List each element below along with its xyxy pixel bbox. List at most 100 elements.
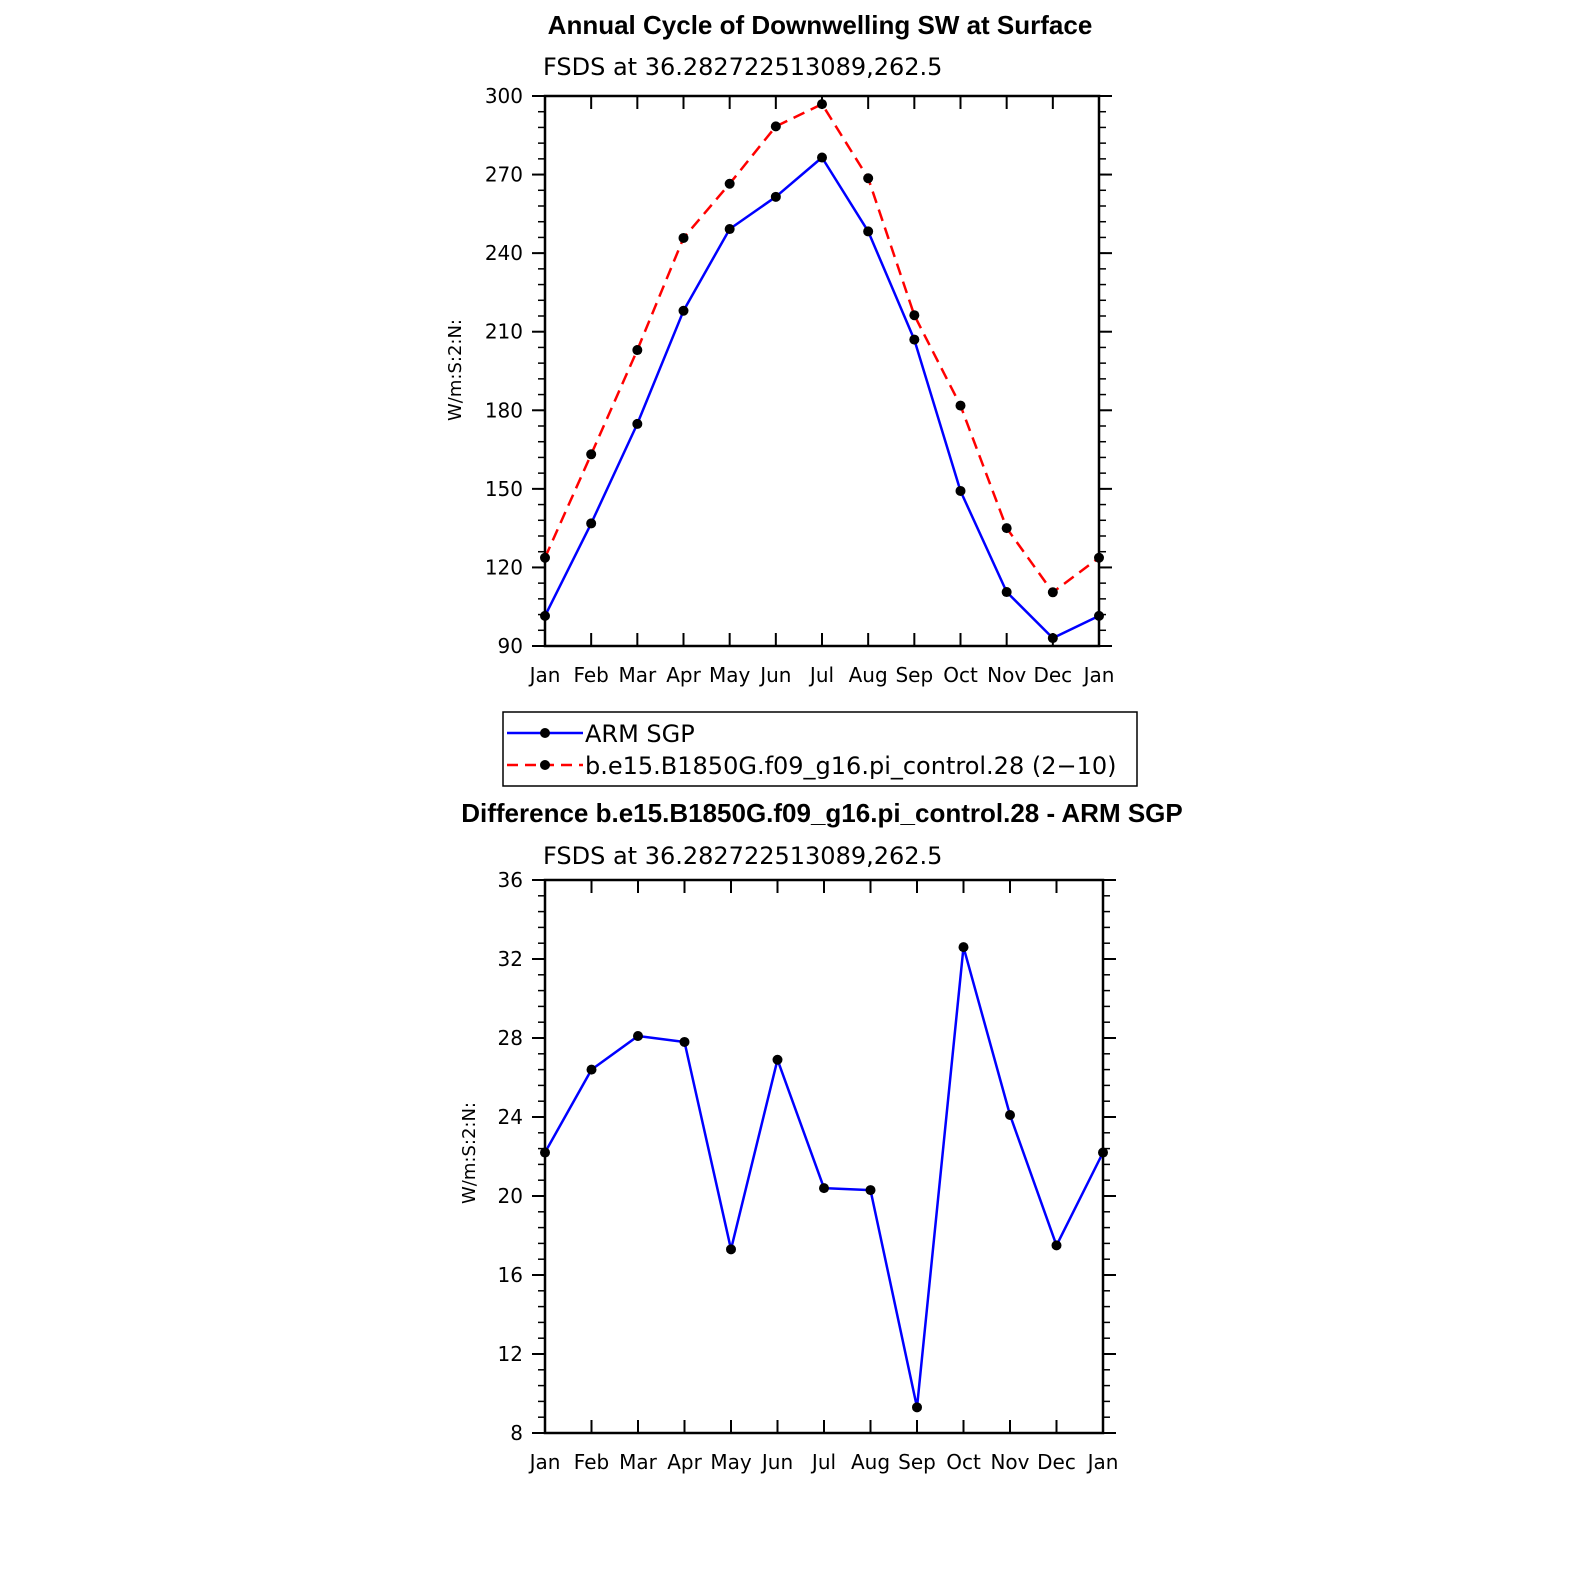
- data-point: [772, 1054, 783, 1065]
- y-tick-label: 90: [498, 634, 523, 658]
- x-tick-label: Dec: [1033, 663, 1072, 687]
- data-point: [586, 449, 597, 460]
- data-point: [912, 1402, 922, 1413]
- y-tick-label: 150: [485, 477, 523, 501]
- data-point: [1005, 1110, 1015, 1121]
- data-point: [678, 305, 689, 316]
- data-point: [819, 1183, 829, 1194]
- x-tick-label: Jan: [528, 1450, 561, 1474]
- x-tick-label: Jun: [760, 1450, 793, 1474]
- y-tick-label: 180: [485, 398, 523, 422]
- difference-panel: Difference b.e15.B1850G.f09_g16.pi_contr…: [459, 798, 1183, 1474]
- series-line-1: [543, 102, 1100, 594]
- data-point: [586, 1064, 597, 1075]
- x-tick-label: Jul: [808, 663, 834, 687]
- x-tick-label: Jan: [1086, 1450, 1119, 1474]
- y-tick-label: 20: [498, 1184, 523, 1208]
- legend-box: [502, 711, 1138, 787]
- x-tick-label: Jun: [758, 663, 791, 687]
- data-point: [726, 1244, 736, 1255]
- x-tick-label: Feb: [574, 1450, 609, 1474]
- data-point: [632, 418, 643, 429]
- x-tick-label: Mar: [618, 663, 657, 687]
- x-tick-label: Oct: [943, 663, 978, 687]
- data-point: [1098, 1147, 1108, 1158]
- x-tick-label: May: [709, 663, 751, 687]
- data-point: [1051, 1240, 1062, 1251]
- y-tick-label: 8: [510, 1421, 523, 1445]
- y-tick-label: 270: [485, 163, 523, 187]
- data-point: [540, 552, 550, 563]
- series-line-0: [543, 945, 1105, 1409]
- data-point: [540, 1147, 550, 1158]
- y-tick-label: 240: [485, 241, 523, 265]
- x-tick-label: Oct: [946, 1450, 981, 1474]
- data-point: [678, 232, 689, 243]
- data-point: [1001, 523, 1012, 534]
- data-point: [724, 178, 735, 189]
- x-tick-label: Sep: [898, 1450, 936, 1474]
- plot-frame: [543, 878, 1105, 1435]
- data-point: [1001, 587, 1012, 598]
- data-point: [1094, 552, 1104, 563]
- y-axis-label: W/m:S:2:N:: [445, 319, 466, 421]
- chart-subtitle: FSDS at 36.282722513089,262.5: [543, 842, 942, 870]
- legend-label-model: b.e15.B1850G.f09_g16.pi_control.28 (2−10…: [585, 752, 1117, 780]
- x-tick-label: Nov: [990, 1450, 1029, 1474]
- data-point: [1047, 633, 1058, 644]
- x-tick-label: Nov: [987, 663, 1026, 687]
- data-point: [865, 1185, 876, 1196]
- x-tick-label: Feb: [573, 663, 608, 687]
- annual-cycle-panel: Annual Cycle of Downwelling SW at Surfac…: [445, 10, 1114, 687]
- x-tick-label: Mar: [619, 1450, 658, 1474]
- y-tick-label: 24: [498, 1105, 523, 1129]
- legend: ARM SGP b.e15.B1850G.f09_g16.pi_control.…: [502, 711, 1138, 787]
- data-point: [724, 224, 735, 235]
- data-point: [909, 310, 920, 321]
- data-point: [1047, 587, 1058, 598]
- chart-subtitle: FSDS at 36.282722513089,262.5: [543, 53, 942, 81]
- series-line-0: [543, 156, 1100, 640]
- data-point: [632, 345, 643, 356]
- data-point: [770, 121, 781, 132]
- plot-frame: [543, 94, 1101, 648]
- x-tick-label: May: [710, 1450, 752, 1474]
- data-point: [817, 99, 827, 110]
- axes-group: Jan Feb Mar Apr May Jun Jul Aug Sep Oct Nov Dec Jan8…: [498, 868, 1119, 1474]
- data-point: [1094, 610, 1104, 621]
- x-tick-label: Jan: [528, 663, 561, 687]
- y-tick-label: 16: [498, 1263, 523, 1287]
- series-group: [540, 942, 1108, 1413]
- chart-title: Annual Cycle of Downwelling SW at Surfac…: [548, 10, 1093, 40]
- data-point: [958, 942, 969, 953]
- x-tick-label: Sep: [895, 663, 933, 687]
- y-axis-label: W/m:S:2:N:: [459, 1102, 480, 1204]
- data-point: [770, 191, 781, 202]
- y-tick-label: 120: [485, 555, 523, 579]
- data-point: [863, 173, 874, 184]
- y-tick-label: 12: [498, 1342, 523, 1366]
- legend-marker-model: [540, 760, 550, 770]
- series-group: [540, 99, 1104, 644]
- data-point: [586, 518, 597, 529]
- x-tick-label: Jul: [810, 1450, 836, 1474]
- data-point: [540, 610, 550, 621]
- x-tick-label: Apr: [667, 1450, 702, 1474]
- data-point: [909, 334, 920, 345]
- y-tick-label: 210: [485, 320, 523, 344]
- x-tick-label: Aug: [849, 663, 888, 687]
- x-tick-label: Dec: [1037, 1450, 1076, 1474]
- data-point: [955, 485, 966, 496]
- x-tick-label: Aug: [851, 1450, 890, 1474]
- x-tick-label: Jan: [1082, 663, 1115, 687]
- y-tick-label: 28: [498, 1026, 523, 1050]
- y-tick-label: 32: [498, 947, 523, 971]
- data-point: [633, 1031, 643, 1042]
- x-tick-label: Apr: [666, 663, 701, 687]
- data-point: [679, 1036, 690, 1047]
- y-tick-label: 36: [498, 868, 523, 892]
- axes-group: Jan Feb Mar Apr May Jun Jul Aug Sep Oct Nov Dec Jan9…: [485, 84, 1115, 687]
- legend-marker-arm-sgp: [540, 728, 550, 738]
- legend-label-arm-sgp: ARM SGP: [585, 720, 695, 748]
